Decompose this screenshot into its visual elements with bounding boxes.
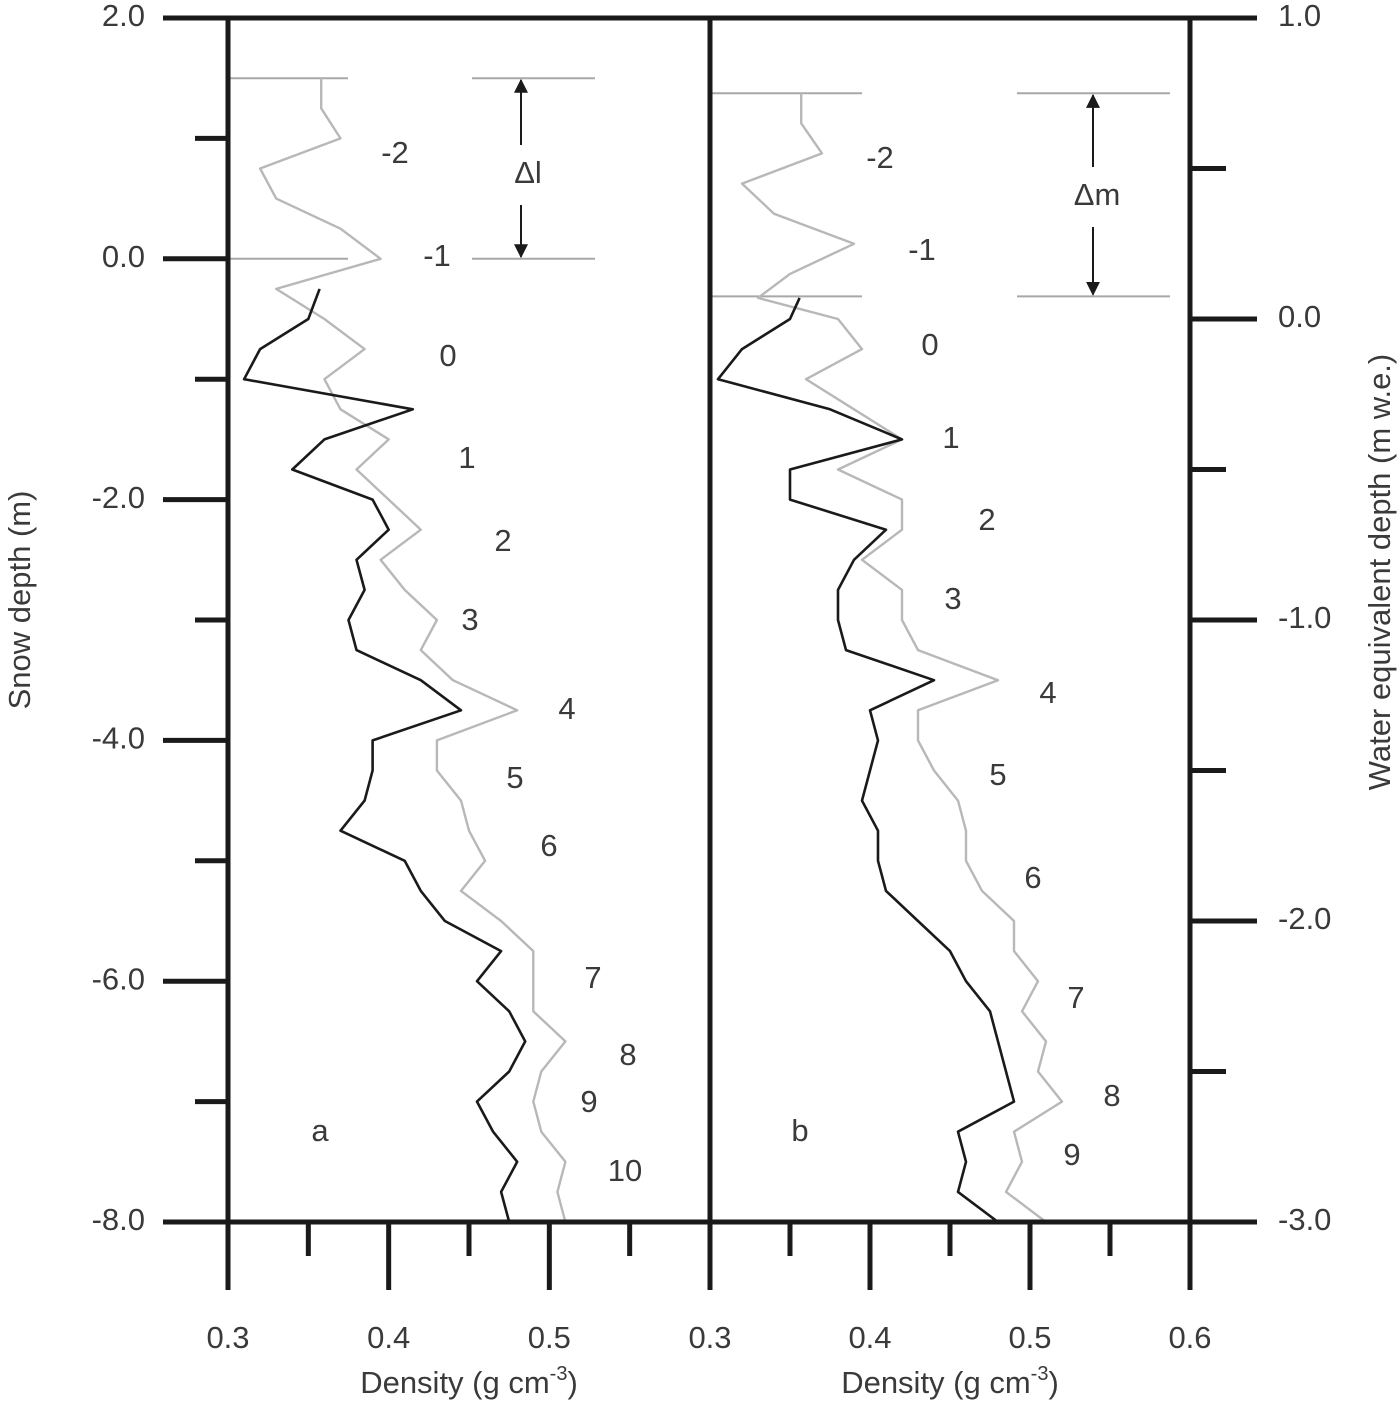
layer-label: 1 xyxy=(942,420,959,455)
panel-label: a xyxy=(311,1113,329,1148)
density-profile xyxy=(740,93,1064,1223)
layer-label: 0 xyxy=(921,327,938,362)
layer-label: 0 xyxy=(439,338,456,373)
x-tick-label: 0.6 xyxy=(1168,1320,1211,1355)
layer-label: 9 xyxy=(580,1084,597,1119)
density-profile xyxy=(242,288,527,1223)
y2-axis-label: Water equivalent depth (m w.e.) xyxy=(1362,354,1397,791)
y2-tick-label: -2.0 xyxy=(1278,901,1331,936)
layer-label: 3 xyxy=(461,602,478,637)
layer-label: 7 xyxy=(1067,980,1084,1015)
y-tick-label: -8.0 xyxy=(92,1202,145,1237)
layer-label: 2 xyxy=(978,502,995,537)
layer-label: 10 xyxy=(608,1153,642,1188)
layer-label: 9 xyxy=(1063,1137,1080,1172)
x-axis-label-sup: -3 xyxy=(1031,1363,1049,1385)
span-label: Δl xyxy=(514,155,542,190)
y2-tick-label: -1.0 xyxy=(1278,600,1331,635)
layer-label: -1 xyxy=(423,238,451,273)
layer-label: 4 xyxy=(558,691,575,726)
x-tick-label: 0.4 xyxy=(367,1320,410,1355)
x-axis-label: Density (g cm-3) xyxy=(360,1363,578,1400)
x-axis-label-text: Density (g cm xyxy=(360,1365,549,1400)
x-tick-label: 0.3 xyxy=(206,1320,249,1355)
y2-tick-label: -3.0 xyxy=(1278,1202,1331,1237)
layer-label: 6 xyxy=(1024,860,1041,895)
x-tick-label: 0.4 xyxy=(848,1320,891,1355)
layer-label: 5 xyxy=(989,757,1006,792)
y-tick-label: 2.0 xyxy=(102,0,145,33)
y-tick-label: -2.0 xyxy=(92,480,145,515)
x-tick-label: 0.5 xyxy=(1008,1320,1051,1355)
y2-tick-label: 1.0 xyxy=(1278,0,1321,33)
layer-label: 8 xyxy=(619,1037,636,1072)
x-axis-label: Density (g cm-3) xyxy=(841,1363,1059,1400)
layer-label: 1 xyxy=(458,440,475,475)
layer-label: -1 xyxy=(908,232,936,267)
layer-label: -2 xyxy=(866,140,894,175)
layer-label: 2 xyxy=(494,523,511,558)
layer-label: 7 xyxy=(584,960,601,995)
x-axis-label-text: Density (g cm xyxy=(841,1365,1030,1400)
x-tick-label: 0.3 xyxy=(688,1320,731,1355)
y-tick-label: -4.0 xyxy=(92,721,145,756)
x-axis-label-sup: -3 xyxy=(550,1363,568,1385)
layer-label: 8 xyxy=(1103,1078,1120,1113)
panel-label: b xyxy=(791,1113,808,1148)
x-axis-label-end: ) xyxy=(1048,1365,1058,1400)
layer-label: -2 xyxy=(381,135,409,170)
y-axis-label: Snow depth (m) xyxy=(2,491,37,710)
layer-label: 6 xyxy=(540,828,557,863)
span-label: Δm xyxy=(1074,177,1121,212)
density-profile xyxy=(716,297,1016,1224)
y-tick-label: 0.0 xyxy=(102,239,145,274)
layer-label: 5 xyxy=(506,760,523,795)
x-axis-label-end: ) xyxy=(567,1365,577,1400)
x-tick-label: 0.5 xyxy=(528,1320,571,1355)
density-profile xyxy=(258,78,567,1223)
layer-label: 3 xyxy=(944,581,961,616)
y-tick-label: -6.0 xyxy=(92,961,145,996)
layer-label: 4 xyxy=(1039,675,1056,710)
y2-tick-label: 0.0 xyxy=(1278,299,1321,334)
